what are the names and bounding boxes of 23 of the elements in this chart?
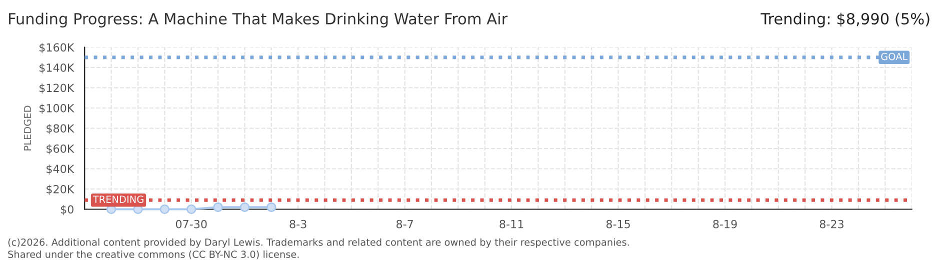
y-tick-label: $60K [46,144,74,154]
y-tick-label: $160K [40,43,74,54]
x-tick-label: 8-19 [713,220,737,228]
x-tick-label: 8-23 [820,220,844,228]
text: Shared under the creative commons (CC BY-NC 3.0) license. [8,250,299,260]
ref-line-label: TRENDING [92,196,144,203]
x-tick-label: 8-7 [396,220,413,228]
y-tick-label: $100K [40,104,74,114]
x-tick-label: 07-30 [176,220,207,228]
x-tick-label: 8-15 [606,220,630,228]
chart-title: Funding Progress: A Machine That Makes Drinking Water From Air [9,12,508,28]
y-tick-label: $40K [46,164,74,175]
y-tick-label: $20K [46,184,74,195]
x-tick-label: 8-11 [500,220,524,228]
y-tick-label: $140K [40,63,74,74]
y-tick-label: $120K [40,84,74,94]
x-tick-label: 8-3 [290,220,306,228]
y-tick-label: $80K [46,124,74,134]
text: (c)2026. Additional content provided by Daryl Lewis. Trademarks and related content are owned by their respective companies. [8,238,629,248]
ref-line-label: GOAL [881,52,908,60]
chart-subtitle: Trending: $8,990 (5%) [760,12,930,28]
y-tick-label: $0 [60,205,74,216]
y-axis-title: PLEDGED [24,106,32,150]
